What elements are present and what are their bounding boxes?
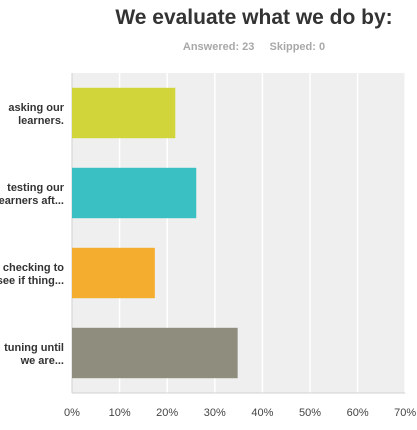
category-label: we are... [20, 355, 64, 367]
category-label: tuning until [4, 342, 64, 354]
bar [72, 167, 197, 219]
response-stats: Answered: 23 Skipped: 0 [0, 41, 417, 53]
bar [72, 87, 176, 139]
category-label: learners aft... [0, 195, 64, 207]
x-tick-label: 50% [299, 407, 321, 419]
category-label: see if thing... [0, 275, 64, 287]
category-label: learners. [18, 115, 64, 127]
category-label: asking our [8, 102, 64, 114]
bar [72, 247, 155, 299]
category-label: testing our [7, 182, 65, 194]
bar [72, 327, 238, 379]
skipped-count: Skipped: 0 [269, 41, 326, 53]
chart-title: We evaluate what we do by: [115, 6, 393, 29]
answered-count: Answered: 23 [182, 41, 255, 53]
x-tick-label: 60% [347, 407, 369, 419]
x-tick-label: 40% [251, 407, 273, 419]
x-tick-label: 10% [109, 407, 131, 419]
x-tick-label: 0% [64, 407, 80, 419]
category-label: checking to [3, 262, 64, 274]
x-tick-label: 30% [204, 407, 226, 419]
x-tick-label: 20% [156, 407, 178, 419]
x-tick-label: 70% [394, 407, 416, 419]
